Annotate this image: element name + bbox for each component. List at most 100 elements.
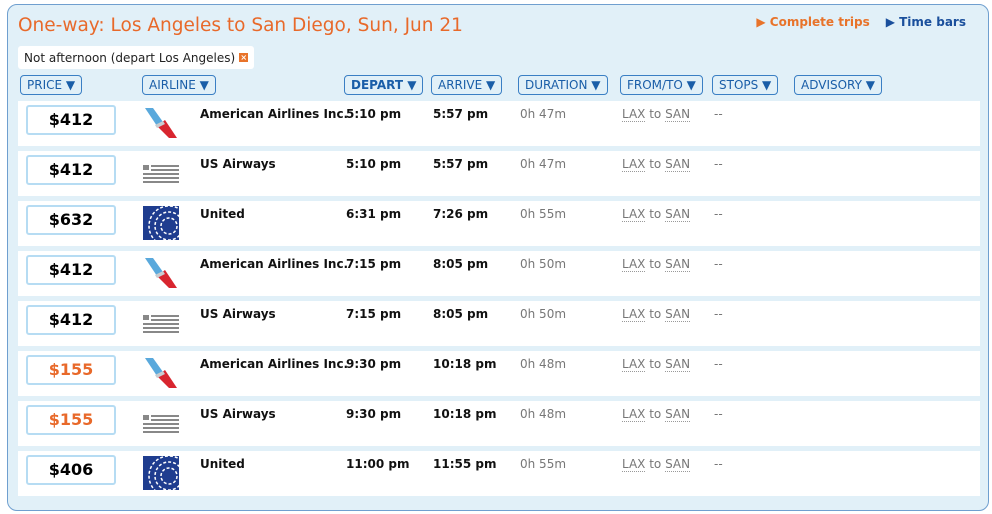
to-label: to [649,207,662,221]
sort-stops[interactable]: STOPS ▼ [712,75,779,95]
sort-price[interactable]: PRICE ▼ [20,75,83,95]
view-links: ▶ Complete trips ▶ Time bars [756,15,966,29]
stops: -- [714,107,723,121]
from-to: LAX to SAN [622,157,691,172]
airline-name: American Airlines Inc. [200,357,349,371]
depart-time: 5:10 pm [346,107,402,121]
destination-airport[interactable]: SAN [665,207,691,222]
origin-airport[interactable]: LAX [622,257,646,272]
price-button[interactable]: $412 [26,155,116,185]
airline-name: United [200,457,245,471]
origin-airport[interactable]: LAX [622,307,646,322]
arrive-time: 5:57 pm [433,107,489,121]
sort-from-to[interactable]: FROM/TO ▼ [620,75,703,95]
destination-airport[interactable]: SAN [665,457,691,472]
origin-airport[interactable]: LAX [622,407,646,422]
destination-airport[interactable]: SAN [665,407,691,422]
flight-row[interactable]: $632 United 6:31 pm 7:26 pm 0h 55m LAX t… [18,201,980,247]
to-label: to [649,157,662,171]
duration: 0h 55m [520,457,567,471]
filter-label: Not afternoon (depart Los Angeles) [24,50,236,65]
sort-airline[interactable]: AIRLINE ▼ [142,75,216,95]
airline-name: US Airways [200,307,276,321]
duration: 0h 48m [520,357,567,371]
from-to: LAX to SAN [622,107,691,122]
sort-depart[interactable]: DEPART ▼ [344,75,424,95]
from-to: LAX to SAN [622,407,691,422]
duration: 0h 50m [520,307,567,321]
flight-row[interactable]: $155 American Airlines Inc. 9:30 pm 10:1… [18,351,980,396]
us-airways-logo-icon [143,156,179,190]
depart-time: 11:00 pm [346,457,410,471]
destination-airport[interactable]: SAN [665,157,691,172]
remove-filter-icon[interactable]: × [239,53,249,62]
duration: 0h 48m [520,407,567,421]
to-label: to [649,357,662,371]
stops: -- [714,457,723,471]
origin-airport[interactable]: LAX [622,107,646,122]
airline-name: American Airlines Inc. [200,257,349,271]
us-airways-logo-icon [143,306,179,340]
stops: -- [714,157,723,171]
destination-airport[interactable]: SAN [665,357,691,372]
to-label: to [649,407,662,421]
flight-row[interactable]: $406 United 11:00 pm 11:55 pm 0h 55m LAX… [18,451,980,497]
stops: -- [714,407,723,421]
price-button[interactable]: $412 [26,105,116,135]
arrive-time: 11:55 pm [433,457,497,471]
flight-row[interactable]: $412 US Airways 7:15 pm 8:05 pm 0h 50m L… [18,301,980,346]
stops: -- [714,307,723,321]
destination-airport[interactable]: SAN [665,107,691,122]
from-to: LAX to SAN [622,457,691,472]
airline-name: US Airways [200,157,276,171]
price-button[interactable]: $412 [26,255,116,285]
flight-row[interactable]: $412 American Airlines Inc. 7:15 pm 8:05… [18,251,980,296]
to-label: to [649,257,662,271]
price-button[interactable]: $155 [26,355,116,385]
from-to: LAX to SAN [622,307,691,322]
time-bars-link[interactable]: ▶ Time bars [885,15,966,29]
american-airlines-logo-icon [143,356,179,390]
american-airlines-logo-icon [143,106,179,140]
duration: 0h 55m [520,207,567,221]
sort-advisory[interactable]: ADVISORY ▼ [794,75,882,95]
sort-duration[interactable]: DURATION ▼ [518,75,608,95]
depart-time: 7:15 pm [346,257,402,271]
destination-airport[interactable]: SAN [665,257,691,272]
filter-chip: Not afternoon (depart Los Angeles) × [18,46,255,69]
from-to: LAX to SAN [622,207,691,222]
arrive-time: 8:05 pm [433,307,489,321]
united-logo-icon [143,455,190,497]
arrive-time: 8:05 pm [433,257,489,271]
destination-airport[interactable]: SAN [665,307,691,322]
depart-time: 6:31 pm [346,207,402,221]
flight-row[interactable]: $412 US Airways 5:10 pm 5:57 pm 0h 47m L… [18,151,980,196]
origin-airport[interactable]: LAX [622,357,646,372]
arrive-time: 5:57 pm [433,157,489,171]
origin-airport[interactable]: LAX [622,207,646,222]
origin-airport[interactable]: LAX [622,157,646,172]
to-label: to [649,107,662,121]
depart-time: 7:15 pm [346,307,402,321]
flight-row[interactable]: $412 American Airlines Inc. 5:10 pm 5:57… [18,101,980,146]
depart-time: 5:10 pm [346,157,402,171]
sort-arrive[interactable]: ARRIVE ▼ [431,75,503,95]
price-button[interactable]: $412 [26,305,116,335]
arrive-time: 7:26 pm [433,207,489,221]
duration: 0h 50m [520,257,567,271]
depart-time: 9:30 pm [346,357,402,371]
price-button[interactable]: $406 [26,455,116,485]
stops: -- [714,207,723,221]
us-airways-logo-icon [143,406,179,440]
duration: 0h 47m [520,107,567,121]
flight-row[interactable]: $155 US Airways 9:30 pm 10:18 pm 0h 48m … [18,401,980,446]
price-button[interactable]: $155 [26,405,116,435]
united-logo-icon [143,205,190,247]
airline-name: United [200,207,245,221]
duration: 0h 47m [520,157,567,171]
origin-airport[interactable]: LAX [622,457,646,472]
price-button[interactable]: $632 [26,205,116,235]
complete-trips-link[interactable]: ▶ Complete trips [756,15,870,29]
stops: -- [714,357,723,371]
american-airlines-logo-icon [143,256,179,290]
